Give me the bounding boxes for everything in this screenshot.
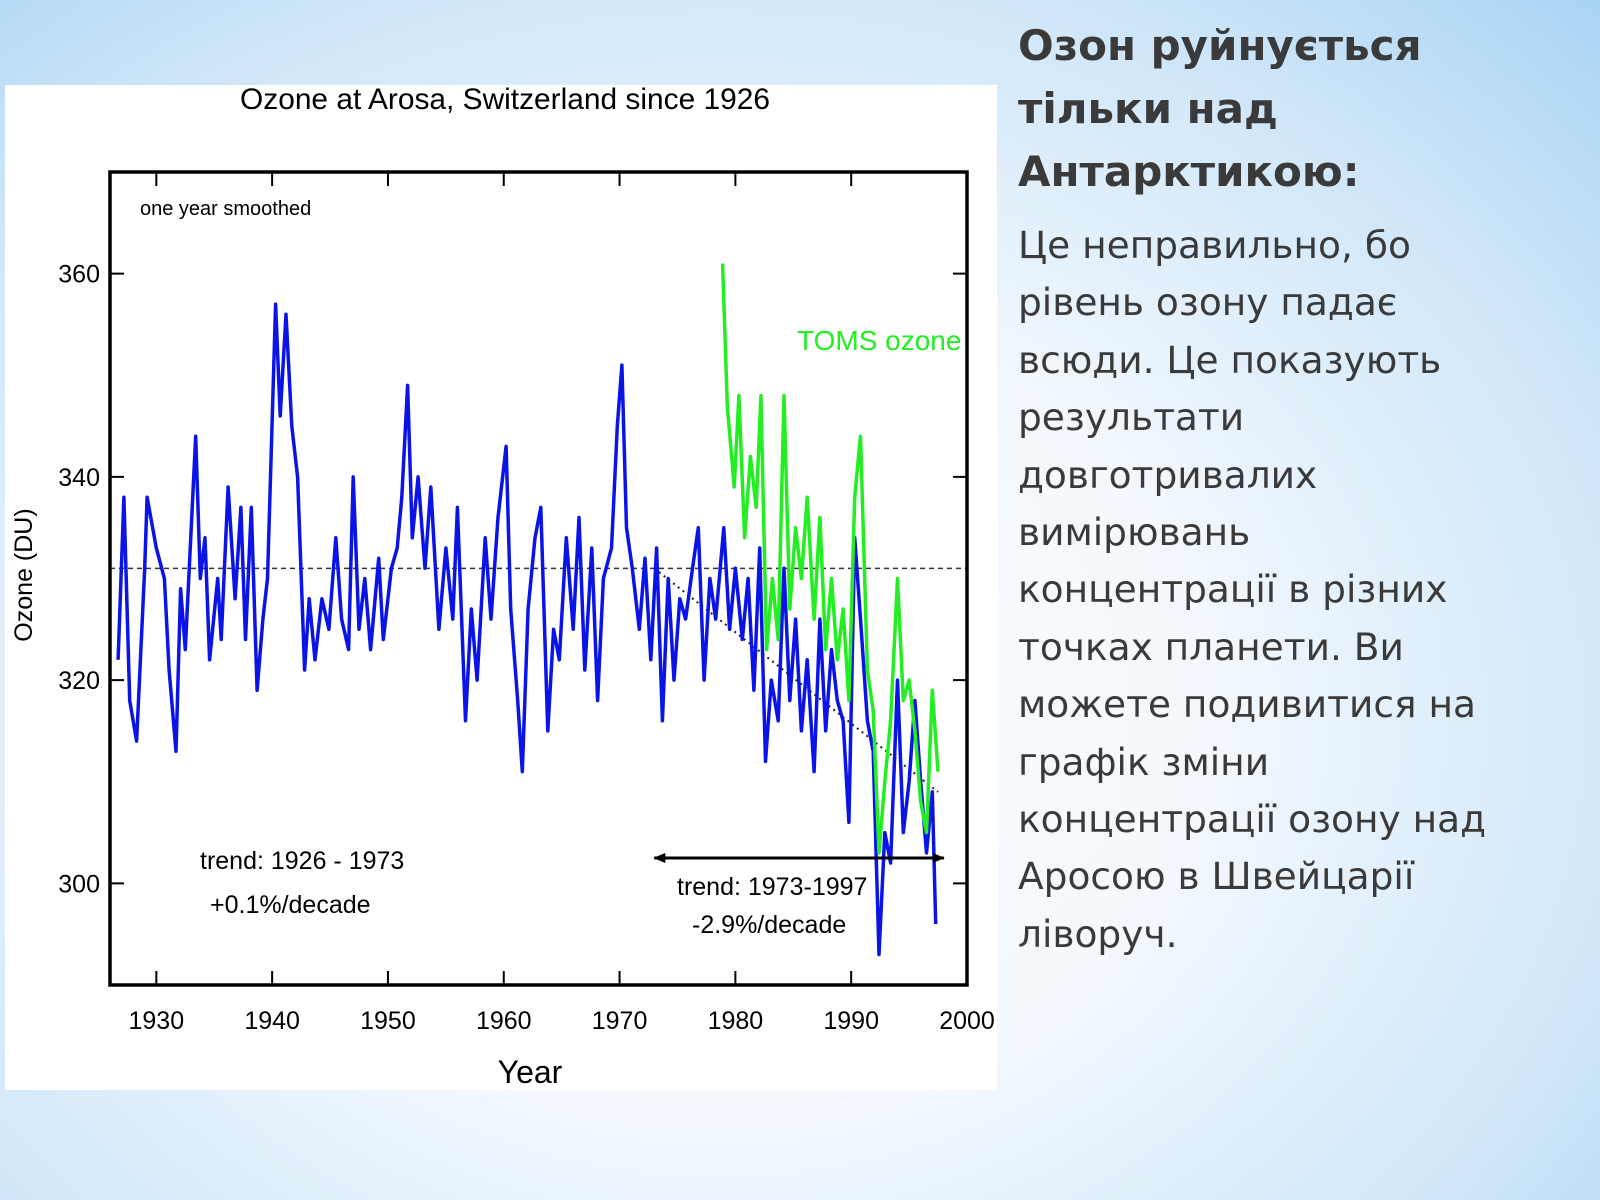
annotation: trend: 1973-1997 (677, 873, 867, 901)
body-line: Це неправильно, бо (1018, 223, 1411, 267)
x-tick-label: 1960 (476, 1007, 532, 1035)
x-tick-label: 1940 (244, 1007, 300, 1035)
chart-title: Ozone at Arosa, Switzerland since 1926 (240, 85, 770, 116)
title-line: Антарктикою: (1018, 147, 1360, 196)
chart-panel: Ozone at Arosa, Switzerland since 1926 o… (5, 83, 997, 1090)
body-line: ліворуч. (1018, 911, 1178, 956)
y-tick-label: 300 (58, 870, 100, 898)
body-line: концентрації в різних (1018, 567, 1448, 612)
body-line: всюди. Це показують (1018, 337, 1442, 382)
x-tick-label: 2000 (939, 1007, 995, 1035)
x-tick-label: 1980 (708, 1007, 764, 1035)
x-axis-label: Year (498, 1054, 563, 1090)
slide-title: Озон руйнується тільки над Антарктикою: (1018, 14, 1588, 203)
title-line: тільки над (1018, 84, 1278, 133)
y-tick-label: 320 (58, 667, 100, 695)
body-line: можете подивитися на (1018, 682, 1476, 727)
body-line: вимірювань (1018, 510, 1251, 555)
x-tick-label: 1990 (823, 1007, 879, 1035)
y-tick-label: 340 (58, 464, 100, 492)
title-line: Озон руйнується (1018, 21, 1422, 70)
series-label: TOMS ozone (797, 325, 961, 356)
y-axis-label: Ozone (DU) (10, 508, 38, 641)
annotation: -2.9%/decade (692, 911, 846, 939)
text-panel: Озон руйнується тільки над Антарктикою: Це … (1018, 14, 1588, 963)
y-tick-label: 360 (58, 261, 100, 289)
body-line: довготривалих (1018, 452, 1318, 497)
data-line (720, 263, 940, 855)
body-line: рівень озону падає (1018, 280, 1398, 325)
slide-body: Це неправильно, бо рівень озону падає всюд… (1018, 217, 1588, 963)
x-tick-label: 1970 (592, 1007, 648, 1035)
x-tick-label: 1950 (360, 1007, 416, 1035)
body-line: результати (1018, 395, 1245, 440)
body-line: концентрації озону над (1018, 797, 1487, 842)
x-tick-label: 1930 (129, 1007, 185, 1035)
chart: Ozone at Arosa, Switzerland since 1926 o… (10, 83, 995, 1090)
plot-frame (108, 170, 969, 987)
body-line: графік зміни (1018, 739, 1270, 784)
annotation: +0.1%/decade (210, 891, 371, 919)
annotation: one year smoothed (140, 198, 311, 220)
data-line (116, 302, 938, 957)
body-line: точках планети. Ви (1018, 624, 1404, 669)
annotation: trend: 1926 - 1973 (200, 847, 404, 875)
body-line: Аросою в Швейцарії (1018, 854, 1415, 899)
